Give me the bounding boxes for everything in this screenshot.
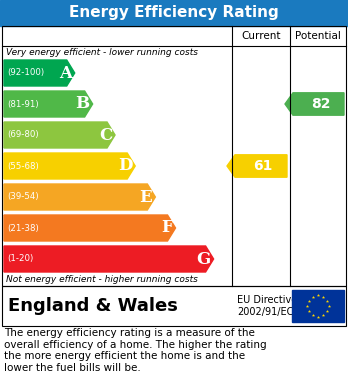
Text: Energy Efficiency Rating: Energy Efficiency Rating xyxy=(69,5,279,20)
Text: 82: 82 xyxy=(311,97,330,111)
Text: (55-68): (55-68) xyxy=(7,161,39,170)
Text: D: D xyxy=(118,158,132,174)
Bar xyxy=(292,290,344,322)
Polygon shape xyxy=(285,93,344,115)
Text: 61: 61 xyxy=(253,159,273,173)
Polygon shape xyxy=(4,246,214,272)
Text: (21-38): (21-38) xyxy=(7,224,39,233)
Bar xyxy=(2,286,346,326)
Text: EU Directive
2002/91/EC: EU Directive 2002/91/EC xyxy=(237,295,297,317)
Polygon shape xyxy=(4,122,115,148)
Text: E: E xyxy=(140,188,152,206)
Polygon shape xyxy=(4,184,155,210)
Text: Very energy efficient - lower running costs: Very energy efficient - lower running co… xyxy=(6,48,198,57)
Text: (81-91): (81-91) xyxy=(7,99,39,108)
Text: Potential: Potential xyxy=(295,31,341,41)
Polygon shape xyxy=(227,155,287,177)
Text: (92-100): (92-100) xyxy=(7,68,44,77)
Text: B: B xyxy=(76,95,90,113)
Text: The energy efficiency rating is a measure of the
overall efficiency of a home. T: The energy efficiency rating is a measur… xyxy=(4,328,267,373)
Bar xyxy=(2,26,346,286)
Text: F: F xyxy=(161,219,173,237)
Polygon shape xyxy=(4,153,135,179)
Bar xyxy=(0,0,348,26)
Text: Current: Current xyxy=(241,31,281,41)
Polygon shape xyxy=(4,91,93,117)
Text: (39-54): (39-54) xyxy=(7,192,39,201)
Text: (1-20): (1-20) xyxy=(7,255,33,264)
Text: England & Wales: England & Wales xyxy=(8,297,178,315)
Text: Not energy efficient - higher running costs: Not energy efficient - higher running co… xyxy=(6,275,198,284)
Text: A: A xyxy=(59,65,72,81)
Polygon shape xyxy=(4,215,175,241)
Text: (69-80): (69-80) xyxy=(7,131,39,140)
Text: C: C xyxy=(99,127,112,143)
Text: G: G xyxy=(196,251,211,267)
Polygon shape xyxy=(4,60,75,86)
